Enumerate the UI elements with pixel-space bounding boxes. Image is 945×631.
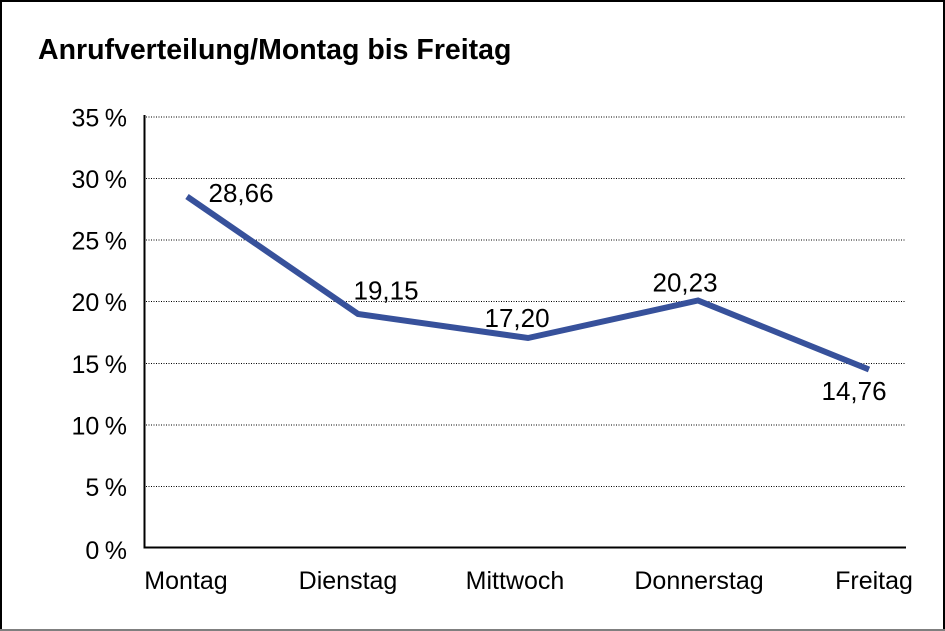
svg-text:35 %: 35 % <box>72 105 128 133</box>
svg-text:Freitag: Freitag <box>835 567 913 595</box>
svg-text:Mittwoch: Mittwoch <box>466 567 565 595</box>
svg-text:10 %: 10 % <box>72 413 128 441</box>
svg-text:20 %: 20 % <box>72 289 128 317</box>
svg-text:Donnerstag: Donnerstag <box>634 567 763 595</box>
svg-text:20,23: 20,23 <box>653 268 718 298</box>
svg-text:5 %: 5 % <box>85 474 127 502</box>
svg-text:17,20: 17,20 <box>485 303 550 333</box>
svg-text:19,15: 19,15 <box>354 276 419 306</box>
svg-text:28,66: 28,66 <box>209 178 274 208</box>
svg-text:15 %: 15 % <box>72 351 128 379</box>
svg-text:25 %: 25 % <box>72 228 128 256</box>
svg-text:Dienstag: Dienstag <box>299 567 398 595</box>
svg-text:30 %: 30 % <box>72 166 128 194</box>
svg-text:0 %: 0 % <box>85 537 127 565</box>
svg-text:14,76: 14,76 <box>822 376 887 406</box>
svg-text:Montag: Montag <box>144 567 227 595</box>
svg-text:Anrufverteilung/Montag bis Fre: Anrufverteilung/Montag bis Freitag <box>38 34 511 66</box>
